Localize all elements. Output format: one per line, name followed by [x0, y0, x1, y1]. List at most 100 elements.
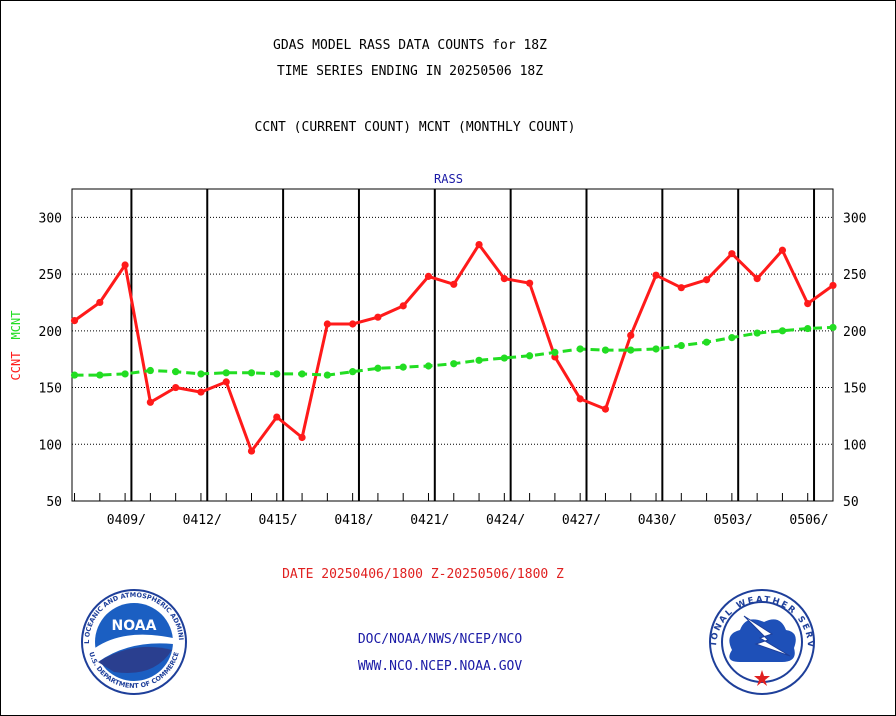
- noaa-logo: NOAANATIONAL OCEANIC AND ATMOSPHERIC ADM…: [0, 0, 187, 695]
- data-point-ccnt: [323, 320, 331, 328]
- y-tick-label-right: 200: [843, 325, 866, 340]
- nws-ring-text: NATIONAL WEATHER SERVICE: [0, 0, 813, 649]
- data-point-mcnt: [70, 371, 79, 379]
- data-point-mcnt: [298, 370, 306, 378]
- y-tick-label-left: 150: [39, 382, 62, 397]
- chart-title-line-2: TIME SERIES ENDING IN 20250506 18Z: [276, 64, 544, 79]
- y-axis-label-mcnt: MCNT: [9, 311, 23, 340]
- data-point-mcnt: [374, 364, 382, 372]
- data-point-ccnt: [146, 398, 154, 406]
- data-point-ccnt: [778, 246, 787, 254]
- data-point-mcnt: [652, 345, 660, 353]
- data-point-mcnt: [702, 338, 711, 346]
- y-tick-label-right: 100: [843, 438, 866, 453]
- footer-website[interactable]: WWW.NCO.NCEP.NOAA.GOV: [357, 659, 523, 674]
- data-point-mcnt: [526, 352, 534, 360]
- noaa-logo-text: NOAA: [112, 618, 157, 634]
- data-point-mcnt: [424, 362, 433, 370]
- data-point-ccnt: [576, 395, 584, 403]
- data-point-ccnt: [753, 275, 761, 283]
- data-point-mcnt: [475, 356, 483, 364]
- data-point-ccnt: [728, 250, 736, 258]
- data-point-mcnt: [576, 345, 584, 353]
- data-point-mcnt: [197, 370, 205, 378]
- data-point-mcnt: [677, 341, 685, 350]
- data-point-mcnt: [450, 360, 458, 368]
- data-point-ccnt: [222, 378, 230, 386]
- noaa-lower-wave: [98, 646, 172, 674]
- data-point-ccnt: [526, 279, 534, 287]
- data-point-ccnt: [652, 271, 660, 279]
- y-tick-label-right: 150: [843, 382, 866, 397]
- data-point-ccnt: [197, 388, 205, 396]
- x-tick-label: 0430/: [638, 513, 677, 528]
- data-point-mcnt: [273, 370, 281, 378]
- y-tick-label-left: 300: [39, 211, 62, 226]
- data-point-mcnt: [551, 348, 559, 356]
- data-point-mcnt: [778, 327, 787, 335]
- x-tick-label: 0415/: [258, 513, 297, 528]
- noaa-ring-text: NATIONAL OCEANIC AND ATMOSPHERIC ADMINIS…: [0, 0, 185, 644]
- y-tick-label-left: 50: [46, 495, 62, 510]
- chart-title-line-3: CCNT (CURRENT COUNT) MCNT (MONTHLY COUNT…: [254, 120, 576, 135]
- nws-logo: NATIONAL WEATHER SERVICE: [0, 0, 815, 695]
- data-point-ccnt: [677, 284, 685, 292]
- y-tick-label-left: 200: [39, 325, 62, 340]
- data-point-ccnt: [349, 320, 357, 328]
- data-point-ccnt: [247, 447, 256, 455]
- data-point-mcnt: [323, 371, 331, 379]
- y-tick-label-right: 50: [843, 495, 859, 510]
- data-point-ccnt: [475, 240, 483, 249]
- data-point-ccnt: [804, 299, 812, 308]
- data-point-mcnt: [96, 371, 104, 379]
- y-tick-label-right: 300: [843, 211, 866, 226]
- data-point-ccnt: [702, 276, 711, 284]
- data-point-ccnt: [500, 275, 508, 283]
- series-line-mcnt: [74, 325, 834, 377]
- data-point-ccnt: [70, 317, 79, 325]
- data-point-ccnt: [96, 298, 104, 307]
- plot-area: [71, 188, 834, 502]
- nws-star-icon: [754, 670, 770, 686]
- data-point-ccnt: [424, 272, 433, 280]
- x-tick-label: 0427/: [562, 513, 601, 528]
- y-axis-label-ccnt: CCNT: [9, 352, 23, 381]
- data-point-ccnt: [273, 413, 281, 421]
- data-point-mcnt: [349, 368, 357, 376]
- data-point-mcnt: [172, 368, 180, 376]
- y-tick-label-right: 250: [843, 268, 866, 283]
- y-tick-label-left: 100: [39, 438, 62, 453]
- x-tick-label: 0418/: [334, 513, 373, 528]
- data-point-mcnt: [601, 346, 610, 354]
- noaa-bird-icon: [95, 634, 173, 662]
- data-point-ccnt: [121, 261, 129, 269]
- data-point-mcnt: [753, 329, 761, 337]
- data-point-ccnt: [627, 331, 635, 339]
- panel-label-rass: RASS: [434, 172, 463, 186]
- data-point-ccnt: [298, 433, 306, 442]
- data-point-mcnt: [829, 323, 837, 332]
- x-tick-label: 0412/: [183, 513, 222, 528]
- chart-title-line-1: GDAS MODEL RASS DATA COUNTS for 18Z: [273, 38, 547, 53]
- x-tick-label: 0503/: [714, 513, 753, 528]
- data-point-mcnt: [399, 363, 407, 371]
- data-point-ccnt: [399, 302, 407, 310]
- x-tick-label: 0506/: [789, 513, 828, 528]
- data-point-ccnt: [172, 383, 180, 392]
- x-tick-label: 0421/: [410, 513, 449, 528]
- x-tick-label: 0409/: [107, 513, 146, 528]
- data-point-mcnt: [804, 324, 812, 333]
- data-point-mcnt: [146, 366, 154, 375]
- x-tick-label: 0424/: [486, 513, 525, 528]
- footer-org-path[interactable]: DOC/NOAA/NWS/NCEP/NCO: [357, 632, 523, 647]
- data-point-mcnt: [247, 369, 256, 377]
- data-point-mcnt: [728, 334, 736, 342]
- data-point-ccnt: [601, 405, 610, 413]
- data-point-ccnt: [450, 280, 458, 288]
- data-point-mcnt: [222, 369, 230, 377]
- y-tick-label-left: 250: [39, 268, 62, 283]
- x-axis-date-range: DATE 20250406/1800 Z-20250506/1800 Z: [282, 567, 564, 582]
- data-point-mcnt: [121, 370, 129, 378]
- data-point-ccnt: [374, 313, 382, 321]
